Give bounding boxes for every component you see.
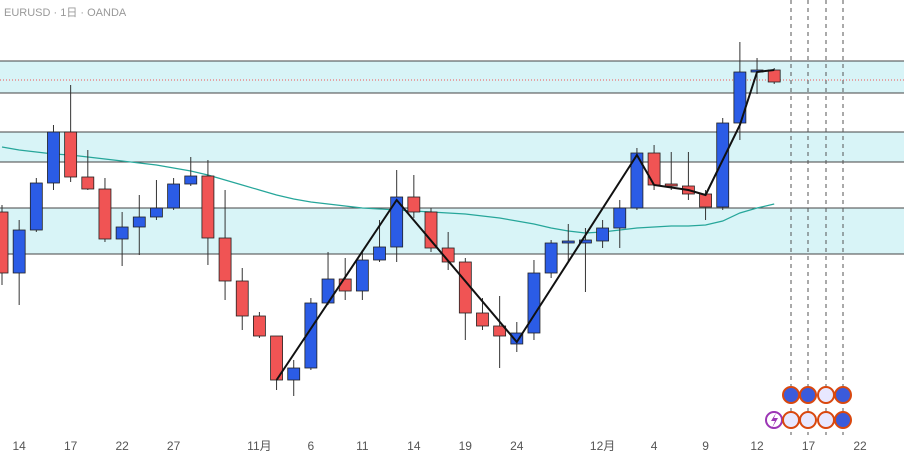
candle-body (476, 312, 489, 327)
candle-body (115, 226, 129, 240)
chart-title: EURUSD · 1日 · OANDA (4, 7, 127, 19)
candle-body (81, 176, 95, 190)
x-tick-label: 24 (510, 439, 524, 453)
candle-body (424, 211, 438, 249)
candle-body (0, 211, 9, 274)
x-tick-label: 27 (167, 439, 181, 453)
x-tick-label: 12月 (590, 439, 615, 453)
zone (0, 132, 904, 162)
x-tick-label: 17 (64, 439, 78, 453)
event-icon[interactable] (834, 386, 852, 404)
candle-body (527, 272, 541, 334)
candle-body (321, 278, 335, 304)
event-icon (771, 413, 778, 428)
x-tick-label: 14 (407, 439, 421, 453)
x-tick-label: 11月 (247, 439, 271, 453)
zone (0, 208, 904, 254)
event-icons[interactable] (765, 386, 852, 429)
candle-body (579, 239, 592, 244)
candle-body (355, 259, 369, 292)
event-icon[interactable] (782, 386, 800, 404)
event-icon[interactable] (834, 411, 852, 429)
event-icon[interactable] (799, 411, 817, 429)
candle-body (47, 131, 60, 184)
zone (0, 61, 904, 93)
event-lines (790, 0, 844, 435)
candle-body (12, 229, 26, 274)
candle-body (493, 325, 507, 337)
event-icon[interactable] (799, 386, 817, 404)
candle-body (235, 280, 249, 317)
candle-body (630, 152, 644, 209)
candle-body (64, 131, 78, 178)
x-tick-label: 17 (802, 439, 816, 453)
candle-body (544, 242, 558, 274)
candle-body (596, 227, 609, 242)
candle-body (98, 188, 112, 240)
candle-body (150, 207, 163, 218)
candle-body (252, 315, 266, 337)
x-tick-label: 9 (702, 439, 709, 453)
zigzag (275, 69, 775, 381)
candle-body (184, 175, 198, 185)
candle-body (407, 196, 421, 213)
x-tick-label: 22 (853, 439, 867, 453)
x-tick-label: 4 (651, 439, 658, 453)
candle-body (132, 216, 146, 228)
candle-body (561, 240, 575, 244)
candle-body (304, 302, 318, 369)
candle-body (613, 207, 627, 229)
x-tick-label: 14 (12, 439, 26, 453)
candle-body (767, 69, 781, 83)
candle-body (510, 332, 524, 345)
candle-body (390, 196, 404, 248)
candle-body (201, 175, 215, 239)
x-tick-label: 19 (459, 439, 473, 453)
event-icon[interactable] (782, 411, 800, 429)
candle-body (664, 183, 678, 187)
candle-body (287, 367, 301, 381)
moving-average (1, 146, 775, 234)
candle-body (167, 183, 181, 209)
candle-body (716, 122, 730, 208)
event-icon[interactable] (817, 386, 835, 404)
x-tick-label: 6 (308, 439, 315, 453)
x-tick-label: 22 (115, 439, 129, 453)
candle-body (218, 237, 232, 282)
candle-body (373, 246, 386, 261)
event-icon[interactable] (817, 411, 835, 429)
x-tick-label: 12 (750, 439, 764, 453)
x-tick-label: 11 (356, 439, 369, 453)
candle-body (29, 182, 43, 231)
candle-body (733, 71, 747, 124)
candle-body (647, 152, 661, 186)
